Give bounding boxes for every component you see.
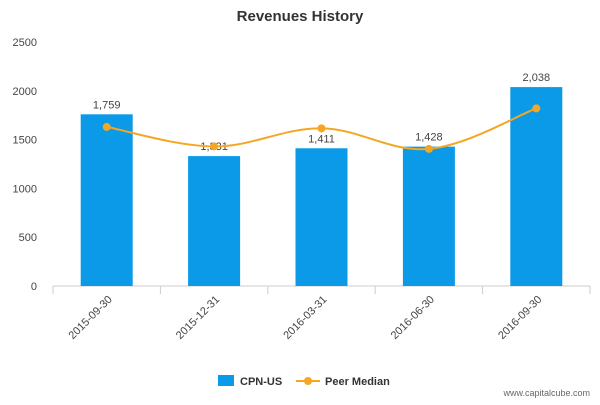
bar-2016-06-30[interactable] [402,146,455,286]
credit-text: www.capitalcube.com [502,388,590,398]
y-tick-label: 500 [19,232,37,244]
legend-marker-peer-median [304,377,312,385]
peer-median-point-2015-12-31[interactable] [210,142,219,151]
bar-2016-03-31[interactable] [295,148,348,286]
x-tick-label: 2015-12-31 [174,294,222,342]
peer-median-series [102,104,541,153]
x-axis: 2015-09-30 2015-12-31 2016-03-31 2016-06-30… [52,286,591,342]
y-tick-label: 1000 [13,183,37,195]
y-tick-label: 2500 [13,37,37,49]
legend-label-cpn-us[interactable]: CPN-US [240,376,282,388]
bar-2015-12-31[interactable] [188,156,241,286]
bar-series [80,87,563,287]
peer-median-point-2016-09-30[interactable] [532,104,541,113]
bar-2015-09-30[interactable] [80,114,133,287]
bar-data-label: 1,411 [308,133,335,145]
bar-data-label: 2,038 [523,72,551,84]
x-tick-label: 2016-03-31 [281,294,329,342]
y-tick-label: 0 [31,281,37,293]
peer-median-point-2016-06-30[interactable] [424,144,433,153]
legend-label-peer-median[interactable]: Peer Median [325,376,390,388]
y-tick-label: 2000 [13,86,37,98]
bar-2016-09-30[interactable] [510,87,563,286]
y-tick-label: 1500 [13,135,37,147]
bar-data-label: 1,428 [415,132,443,144]
x-tick-label: 2016-06-30 [389,294,437,342]
chart-title: Revenues History [237,8,364,25]
peer-median-point-2016-03-31[interactable] [317,124,326,133]
x-tick-label: 2016-09-30 [496,294,544,342]
peer-median-point-2015-09-30[interactable] [102,122,111,131]
bar-data-label: 1,759 [93,99,121,111]
legend-swatch-cpn-us [218,375,234,386]
x-tick-label: 2015-09-30 [67,294,115,342]
y-axis: 0 500 1000 1500 2000 2500 [13,37,37,293]
legend: CPN-US Peer Median [218,375,390,388]
